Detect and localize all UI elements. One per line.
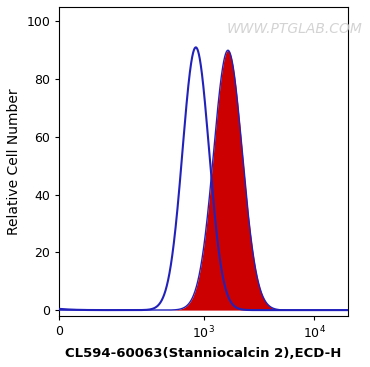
Text: WWW.PTGLAB.COM: WWW.PTGLAB.COM xyxy=(226,22,363,36)
Y-axis label: Relative Cell Number: Relative Cell Number xyxy=(7,88,21,235)
X-axis label: CL594-60063(Stanniocalcin 2),ECD-H: CL594-60063(Stanniocalcin 2),ECD-H xyxy=(65,347,342,360)
